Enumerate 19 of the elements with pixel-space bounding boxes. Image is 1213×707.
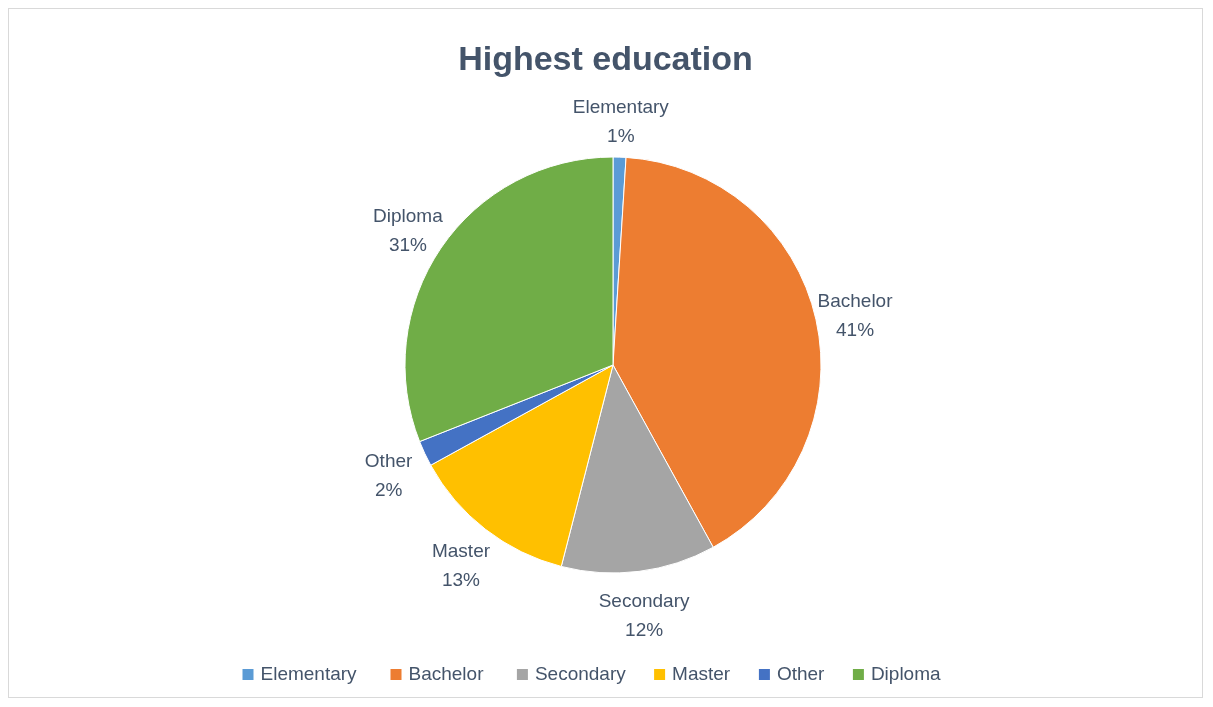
legend-label: Master: [672, 663, 731, 684]
slice-label: Secondary: [598, 590, 690, 612]
data-label: 12%: [625, 619, 664, 641]
slice-label: Bachelor: [817, 289, 894, 311]
legend-label: Elementary: [260, 663, 358, 684]
data-label: 41%: [836, 318, 875, 340]
data-label: 13%: [441, 568, 481, 590]
slice-label: Master: [431, 539, 491, 561]
legend-label: Diploma: [870, 663, 942, 684]
data-label: 2%: [374, 478, 403, 500]
slice-label: Elementary: [572, 96, 670, 118]
legend-label: Bachelor: [408, 663, 485, 684]
slice-label: Other: [364, 449, 414, 471]
slice-label: Diploma: [373, 204, 444, 226]
legend-label: Secondary: [534, 663, 627, 684]
chart-title: Highest education: [458, 39, 753, 77]
data-label: 1%: [607, 125, 635, 147]
data-label: 31%: [388, 233, 427, 255]
legend-label: Other: [776, 663, 826, 684]
